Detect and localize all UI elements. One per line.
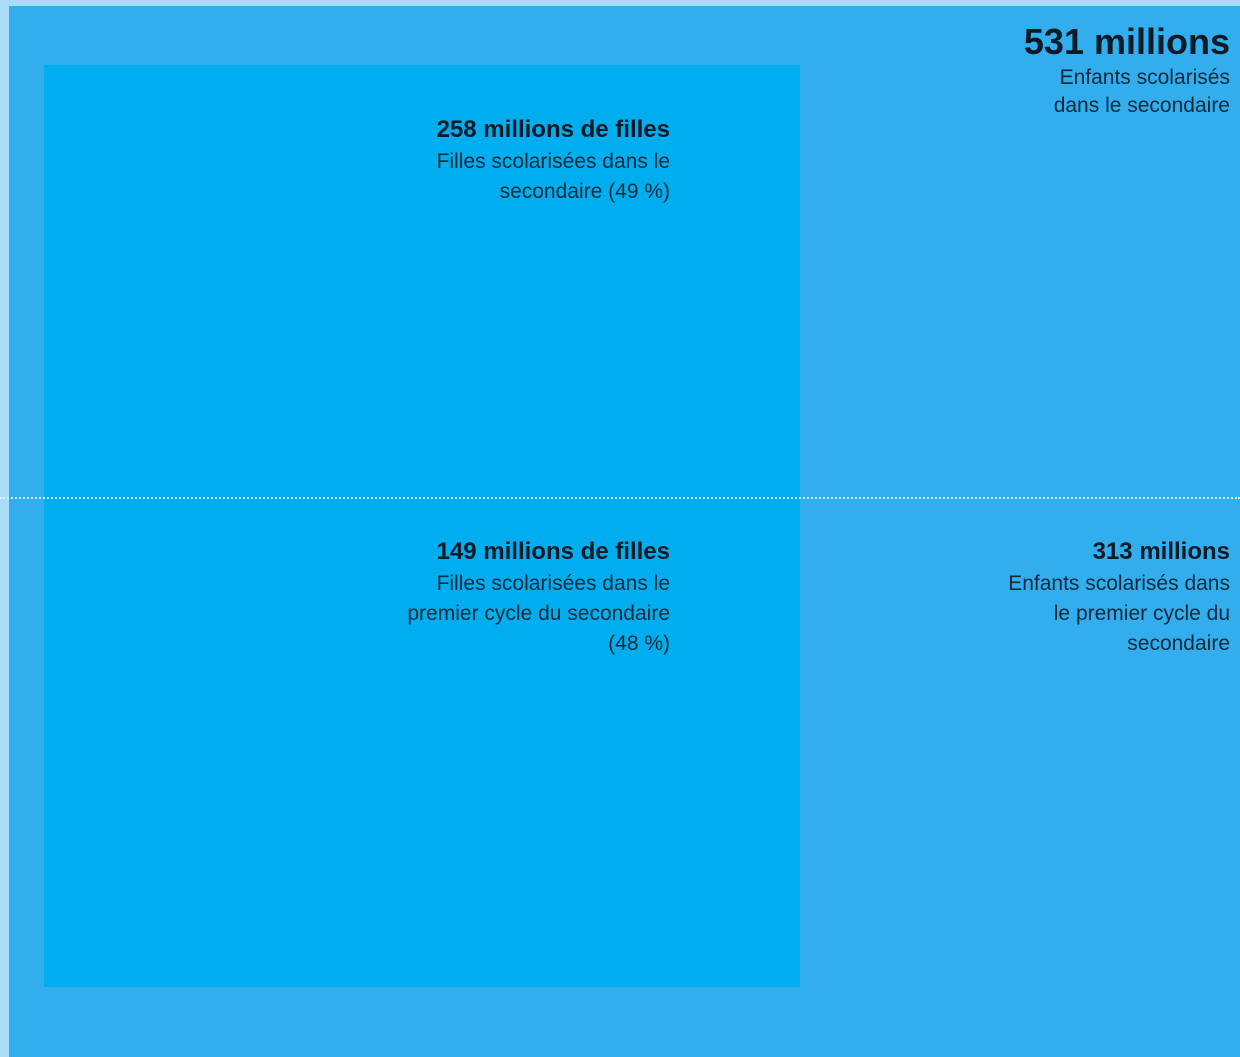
girls-secondary-label: 258 millions de filles Filles scolarisée… bbox=[340, 113, 670, 207]
girls-lower-secondary-label: 149 millions de filles Filles scolarisée… bbox=[340, 535, 670, 659]
girls-secondary-value: 258 millions de filles bbox=[436, 116, 670, 143]
girls-lower-secondary-desc-line: (48 %) bbox=[608, 632, 670, 655]
total-lower-secondary-desc-line: le premier cycle du bbox=[1053, 602, 1230, 625]
total-lower-secondary-value: 313 millions bbox=[1092, 538, 1230, 565]
lower-secondary-divider bbox=[0, 497, 1240, 499]
total-secondary-label: 531 millions Enfants scolarisés dans le … bbox=[910, 20, 1230, 120]
girls-secondary-description: Filles scolarisées dans le secondaire (4… bbox=[340, 147, 670, 207]
girls-lower-secondary-value: 149 millions de filles bbox=[436, 538, 670, 565]
girls-lower-secondary-desc-line: premier cycle du secondaire bbox=[407, 602, 670, 625]
girls-lower-secondary-description: Filles scolarisées dans le premier cycle… bbox=[340, 569, 670, 659]
total-secondary-desc-line: dans le secondaire bbox=[1053, 94, 1230, 117]
girls-lower-secondary-desc-line: Filles scolarisées dans le bbox=[436, 572, 670, 595]
total-secondary-desc-line: Enfants scolarisés bbox=[1059, 66, 1230, 89]
total-secondary-description: Enfants scolarisés dans le secondaire bbox=[910, 64, 1230, 120]
total-secondary-value: 531 millions bbox=[1023, 21, 1230, 62]
total-lower-secondary-label: 313 millions Enfants scolarisés dans le … bbox=[940, 535, 1230, 659]
girls-secondary-desc-line: secondaire (49 %) bbox=[499, 180, 670, 203]
total-lower-secondary-desc-line: Enfants scolarisés dans bbox=[1008, 572, 1230, 595]
total-lower-secondary-description: Enfants scolarisés dans le premier cycle… bbox=[940, 569, 1230, 659]
total-lower-secondary-desc-line: secondaire bbox=[1127, 632, 1230, 655]
girls-secondary-desc-line: Filles scolarisées dans le bbox=[436, 150, 670, 173]
girls-area bbox=[44, 65, 800, 987]
